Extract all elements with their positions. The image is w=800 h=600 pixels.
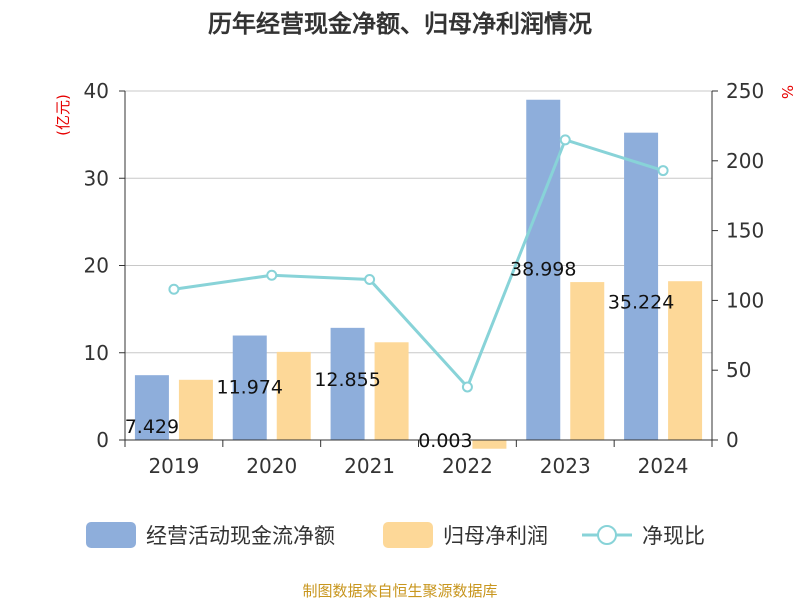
bar — [472, 440, 507, 449]
x-axis-tick-label: 2022 — [442, 454, 493, 478]
right-axis-tick-label: 100 — [726, 288, 764, 312]
data-labels: 7.429 11.974 12.855 0.003 38.998 35.224 — [125, 259, 675, 452]
right-axis-tick-label: 50 — [726, 358, 751, 382]
x-axis-tick-label: 2021 — [344, 454, 395, 478]
legend-swatch — [86, 522, 136, 548]
legend-label: 净现比 — [642, 524, 705, 548]
ratio-line-path — [173, 138, 664, 390]
left-axis-unit: (亿元) — [54, 94, 72, 136]
left-axis-tick-label: 20 — [84, 254, 109, 278]
ratio-point — [364, 273, 376, 285]
bar-value-label: 7.429 — [125, 416, 179, 438]
left-axis-tick-label: 30 — [84, 166, 109, 190]
bar-value-label: 12.855 — [314, 369, 380, 391]
bar — [178, 379, 213, 440]
x-axis-tick-label: 2019 — [148, 454, 199, 478]
ratio-point — [168, 283, 180, 295]
bar — [526, 99, 561, 441]
bar — [232, 335, 267, 440]
bars — [134, 99, 703, 449]
legend: 经营活动现金流净额 归母净利润 净现比 — [86, 522, 705, 548]
right-axis-unit: % — [778, 85, 796, 99]
bar-value-label: 11.974 — [217, 377, 283, 399]
legend-label: 归母净利润 — [443, 524, 548, 548]
chart-title: 历年经营现金净额、归母净利润情况 — [208, 10, 592, 38]
bar — [330, 327, 365, 440]
bar-value-label: 35.224 — [608, 292, 674, 314]
bar — [374, 342, 409, 440]
left-axis-tick-label: 10 — [84, 341, 109, 365]
x-axis-tick-label: 2020 — [246, 454, 297, 478]
bar-value-label: 0.003 — [418, 430, 472, 452]
bar — [624, 132, 659, 440]
x-axis-tick-label: 2023 — [540, 454, 591, 478]
gridlines — [125, 90, 712, 441]
source-note: 制图数据来自恒生聚源数据库 — [302, 582, 497, 600]
right-axis-tick-label: 250 — [726, 79, 764, 103]
bar — [276, 351, 311, 440]
axes: 0 10 20 30 40 0 50 100 150 200 250 2019 2020 2021 2022… — [84, 79, 765, 478]
bar — [570, 282, 605, 440]
right-axis-tick-label: 200 — [726, 149, 764, 173]
legend-swatch — [383, 522, 433, 548]
right-axis-tick-label: 0 — [726, 428, 739, 452]
bar — [668, 281, 703, 440]
x-axis-tick-label: 2024 — [638, 454, 689, 478]
bar — [134, 375, 169, 440]
ratio-point — [266, 269, 278, 281]
ratio-line — [168, 134, 669, 393]
left-axis-tick-label: 0 — [96, 428, 109, 452]
legend-label: 经营活动现金流净额 — [146, 524, 335, 548]
ratio-point — [461, 381, 473, 393]
right-axis-tick-label: 150 — [726, 219, 764, 243]
left-axis-tick-label: 40 — [84, 79, 109, 103]
bar-value-label: 38.998 — [510, 259, 576, 281]
ratio-point — [657, 165, 669, 177]
ratio-point — [559, 134, 571, 146]
legend-swatch-marker — [597, 525, 617, 545]
